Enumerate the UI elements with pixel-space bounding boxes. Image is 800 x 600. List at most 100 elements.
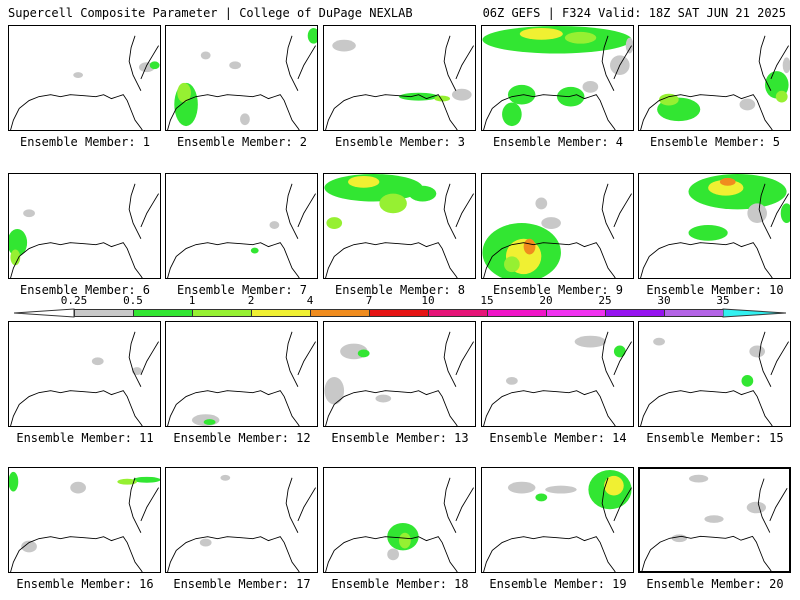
member-label: Ensemble Member: 10 [646,283,784,297]
member-map-panel[interactable] [481,467,634,573]
member-label: Ensemble Member: 15 [646,431,784,445]
colorbar-legend: 0.25 0.5 1 2 4 7 10 15 20 25 30 35 [14,294,786,321]
scp-contour-fill [332,39,356,52]
coastline [758,35,772,91]
member-map-panel[interactable] [323,173,476,279]
member-map-panel[interactable] [638,467,791,573]
member-map-panel[interactable] [8,467,161,573]
coastline [167,390,300,426]
coastline [285,331,299,387]
scp-contour-fill [613,345,626,358]
coastline [140,341,159,376]
scp-contour-fill [200,51,211,60]
coastline [297,193,316,228]
member-map-panel[interactable] [323,321,476,427]
scp-contour-fill [199,538,212,547]
member-map-panel[interactable] [165,173,318,279]
member-map-panel[interactable] [8,25,161,131]
member-label: Ensemble Member: 4 [492,135,624,149]
scp-contour-fill [10,249,21,266]
member-map-panel[interactable] [165,25,318,131]
member-map-panel[interactable] [481,321,634,427]
scp-contour-fill [326,217,343,229]
member-map-panel[interactable] [481,173,634,279]
coastline [10,536,143,572]
coastline [601,35,615,91]
scp-contour-fill [250,247,259,254]
scp-contour-fill [507,481,536,494]
scp-contour-fill [545,485,577,494]
scp-contour-fill [557,86,585,107]
member-map-panel[interactable] [8,321,161,427]
colorbar-tick-label: 35 [716,294,730,307]
scp-contour-fill [23,209,35,218]
scp-contour-fill [9,228,28,257]
colorbar-swatch [487,309,546,317]
member-map-panel[interactable] [481,25,634,131]
scp-contour-fill [625,37,633,54]
scp-contour-fill [704,515,724,523]
scp-contour-fill [451,88,472,101]
scp-contour-fill [21,540,37,553]
scp-contour-fill [564,31,597,44]
colorbar-swatch [369,309,428,317]
member-map-panel[interactable] [323,25,476,131]
colorbar-swatch [251,309,310,317]
member-map-panel[interactable] [323,467,476,573]
colorbar-tick-label: 0.25 [60,294,88,307]
scp-contour-fill [782,57,790,74]
scp-contour-fill [408,185,437,202]
member-map [640,174,790,278]
scp-contour-fill [203,419,216,426]
coastline [640,94,773,130]
colorbar-tick-label: 1 [188,294,196,307]
member-map-panel[interactable] [638,25,791,131]
scp-contour-fill [775,90,788,103]
member-map-panel[interactable] [165,321,318,427]
member-map [10,35,160,130]
coastline [443,35,457,91]
scp-contour-fill [269,221,280,229]
member-map-panel[interactable] [165,467,318,573]
page-title: Supercell Composite Parameter | College … [8,6,413,20]
coastline [640,242,773,278]
scp-contour-fill [149,61,160,70]
colorbar-swatch [192,309,251,317]
member-map-panel[interactable] [8,173,161,279]
member-map-panel[interactable] [638,173,791,279]
coastline [128,477,142,533]
coastline [128,331,142,387]
scp-contour-fill [504,256,520,273]
coastline [285,35,299,91]
scp-contour-fill [739,98,756,111]
scp-contour-fill [70,481,86,494]
member-map [482,26,633,130]
coastline [770,341,789,376]
coastline [297,45,316,80]
scp-contour-fill [574,335,607,348]
coastline [770,193,789,228]
member-label: Ensemble Member: 13 [331,431,469,445]
member-map-panel[interactable] [638,321,791,427]
coastline [325,242,458,278]
member-map [10,331,159,426]
coastline [140,45,159,80]
colorbar-tick-label: 0.5 [123,294,143,307]
coastline [167,536,300,572]
scp-contour-fill [741,374,754,387]
member-label: Ensemble Member: 9 [492,283,624,297]
member-label: Ensemble Member: 11 [16,431,154,445]
scp-contour-fill [747,203,767,224]
coastline [10,390,143,426]
scp-contour-fill [379,193,407,214]
coastline [769,488,788,522]
member-map [167,474,316,572]
coastline [601,331,615,387]
scp-contour-fill [177,82,191,103]
coastline [601,477,615,533]
colorbar-swatch [74,309,133,317]
coastline [483,242,616,278]
coastline [455,45,474,80]
colorbar-swatch [546,309,605,317]
scp-contour-fill [523,238,536,255]
